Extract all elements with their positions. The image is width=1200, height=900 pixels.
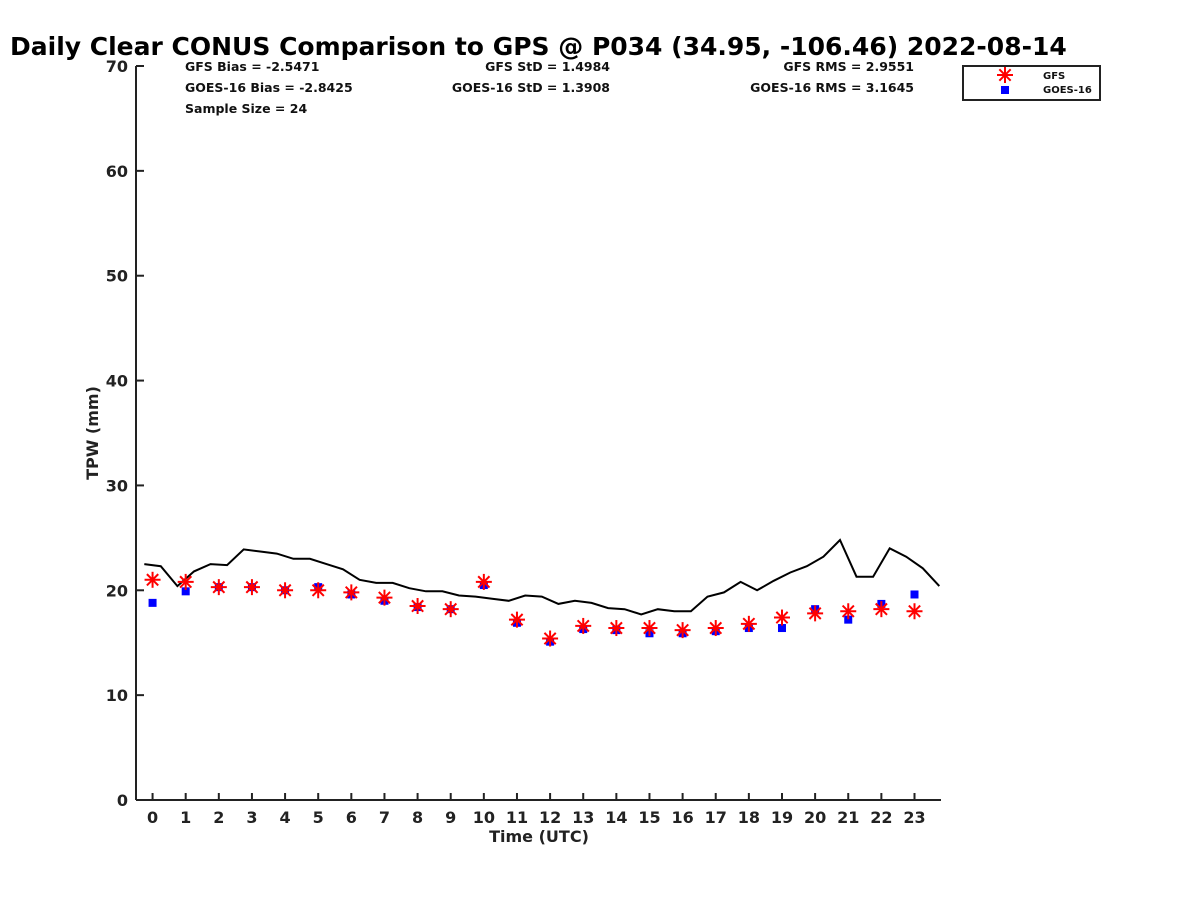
gfs-point bbox=[376, 589, 393, 606]
x-tick-label: 5 bbox=[313, 808, 324, 827]
gfs-point bbox=[144, 571, 161, 588]
x-axis-label: Time (UTC) bbox=[489, 827, 589, 846]
gfs-point bbox=[508, 611, 525, 628]
gfs-point bbox=[409, 598, 426, 615]
y-tick-label: 40 bbox=[106, 372, 128, 391]
gfs-point bbox=[641, 620, 658, 637]
gfs-point bbox=[310, 582, 327, 599]
x-tick-label: 13 bbox=[572, 808, 594, 827]
x-tick-label: 3 bbox=[246, 808, 257, 827]
gfs-point bbox=[575, 617, 592, 634]
goes-bias-text: GOES-16 Bias = -2.8425 bbox=[185, 80, 353, 95]
gfs-point bbox=[807, 605, 824, 622]
y-tick-label: 10 bbox=[106, 686, 128, 705]
gfs-point bbox=[542, 630, 559, 647]
y-tick-label: 20 bbox=[106, 581, 128, 600]
sample-size-text: Sample Size = 24 bbox=[185, 101, 307, 116]
gfs-bias-text: GFS Bias = -2.5471 bbox=[185, 59, 319, 74]
x-tick-label: 7 bbox=[379, 808, 390, 827]
gfs-rms-text: GFS RMS = 2.9551 bbox=[783, 59, 914, 74]
x-tick-label: 4 bbox=[280, 808, 291, 827]
x-tick-label: 12 bbox=[539, 808, 561, 827]
x-tick-label: 20 bbox=[804, 808, 826, 827]
gfs-point bbox=[442, 601, 459, 618]
goes-std-text: GOES-16 StD = 1.3908 bbox=[452, 80, 610, 95]
gfs-point bbox=[475, 573, 492, 590]
goes-point bbox=[910, 590, 919, 599]
legend: GFS GOES-16 bbox=[962, 65, 1101, 101]
gfs-point bbox=[343, 584, 360, 601]
y-tick-label: 0 bbox=[117, 791, 128, 810]
legend-gfs-marker bbox=[997, 67, 1013, 83]
x-tick-label: 21 bbox=[837, 808, 859, 827]
series-layer bbox=[144, 538, 941, 647]
x-tick-label: 17 bbox=[705, 808, 727, 827]
goes-point bbox=[777, 624, 786, 633]
legend-gfs-asterisk bbox=[997, 67, 1013, 83]
goes-rms-text: GOES-16 RMS = 3.1645 bbox=[750, 80, 914, 95]
gfs-point bbox=[608, 620, 625, 637]
x-tick-label: 2 bbox=[213, 808, 224, 827]
x-tick-label: 9 bbox=[445, 808, 456, 827]
series-line bbox=[144, 538, 941, 616]
gfs-point bbox=[277, 582, 294, 599]
gfs-point bbox=[773, 609, 790, 626]
gfs-point bbox=[740, 615, 757, 632]
x-tick-label: 10 bbox=[473, 808, 495, 827]
gfs-point bbox=[707, 620, 724, 637]
x-tick-label: 19 bbox=[771, 808, 793, 827]
gfs-point bbox=[210, 579, 227, 596]
x-tick-label: 6 bbox=[346, 808, 357, 827]
goes-point bbox=[181, 587, 190, 596]
gfs-point bbox=[243, 579, 260, 596]
legend-goes-square bbox=[1001, 86, 1009, 94]
goes-point bbox=[148, 598, 157, 607]
x-tick-label: 15 bbox=[638, 808, 660, 827]
y-tick-label: 60 bbox=[106, 162, 128, 181]
x-tick-label: 23 bbox=[903, 808, 925, 827]
legend-box bbox=[962, 65, 1101, 101]
stats-block: GFS Bias = -2.5471 GOES-16 Bias = -2.842… bbox=[185, 59, 914, 116]
y-axis-label: TPW (mm) bbox=[83, 386, 102, 480]
gfs-point bbox=[840, 603, 857, 620]
x-tick-label: 11 bbox=[506, 808, 528, 827]
x-tick-label: 0 bbox=[147, 808, 158, 827]
y-tick-label: 50 bbox=[106, 267, 128, 286]
x-axis: 0 1 2 3 4 5 6 7 8 9 10 11 12 13 14 15 16 17 18 19 20 21 22 23 bbox=[147, 793, 926, 827]
legend-gfs-label: GFS bbox=[1043, 71, 1065, 82]
goes-point bbox=[844, 615, 853, 624]
x-tick-label: 8 bbox=[412, 808, 423, 827]
legend-goes-label: GOES-16 bbox=[1043, 85, 1092, 96]
gfs-std-text: GFS StD = 1.4984 bbox=[485, 59, 610, 74]
y-axis: 0 10 20 30 40 50 60 70 bbox=[106, 57, 144, 810]
gfs-point bbox=[873, 601, 890, 618]
legend-goes-marker bbox=[1001, 86, 1009, 94]
y-tick-label: 70 bbox=[106, 57, 128, 76]
x-tick-label: 1 bbox=[180, 808, 191, 827]
x-tick-label: 16 bbox=[671, 808, 693, 827]
chart-title: Daily Clear CONUS Comparison to GPS @ P0… bbox=[10, 32, 1067, 61]
y-tick-label: 30 bbox=[106, 476, 128, 495]
gfs-point bbox=[177, 573, 194, 590]
gfs-point bbox=[674, 622, 691, 639]
x-tick-label: 14 bbox=[605, 808, 627, 827]
x-tick-label: 18 bbox=[738, 808, 760, 827]
x-tick-label: 22 bbox=[870, 808, 892, 827]
gfs-point bbox=[906, 603, 923, 620]
